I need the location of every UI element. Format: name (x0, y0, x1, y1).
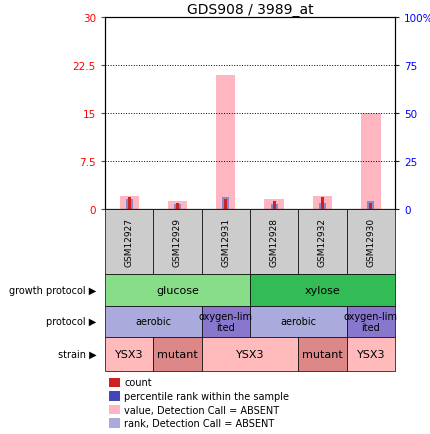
Text: aerobic: aerobic (135, 317, 171, 327)
Bar (272, 202, 275, 210)
Text: strain ▶: strain ▶ (58, 349, 96, 359)
Bar (298, 337, 346, 371)
Title: GDS908 / 3989_at: GDS908 / 3989_at (186, 3, 313, 17)
Bar (153, 210, 201, 274)
Text: GSM12929: GSM12929 (172, 217, 181, 266)
Bar (249, 210, 298, 274)
Text: YSX3: YSX3 (356, 349, 384, 359)
Bar (222, 198, 229, 210)
Bar (270, 204, 277, 210)
Bar (367, 202, 373, 210)
Bar (174, 204, 181, 210)
Bar (153, 337, 201, 371)
Text: GSM12930: GSM12930 (366, 217, 375, 266)
Bar (249, 274, 394, 306)
Bar (105, 274, 249, 306)
Text: GSM12931: GSM12931 (221, 217, 230, 266)
Bar (224, 200, 227, 210)
Text: GSM12928: GSM12928 (269, 217, 278, 266)
Text: glucose: glucose (156, 285, 199, 295)
Bar (264, 200, 283, 210)
Bar (318, 203, 325, 210)
Bar (105, 210, 153, 274)
Text: protocol ▶: protocol ▶ (46, 317, 96, 327)
Bar (312, 197, 332, 210)
Bar (167, 202, 187, 210)
Text: value, Detection Call = ABSENT: value, Detection Call = ABSENT (124, 404, 279, 414)
Text: GSM12927: GSM12927 (124, 217, 133, 266)
Text: YSX3: YSX3 (115, 349, 143, 359)
Bar (346, 306, 394, 337)
Text: growth protocol ▶: growth protocol ▶ (9, 285, 96, 295)
Bar (105, 306, 201, 337)
Text: count: count (124, 378, 152, 388)
Bar (175, 203, 178, 210)
Bar (346, 210, 394, 274)
Bar (201, 210, 249, 274)
Text: YSX3: YSX3 (235, 349, 264, 359)
Text: percentile rank within the sample: percentile rank within the sample (124, 391, 289, 401)
Bar (126, 200, 132, 210)
Text: mutant: mutant (157, 349, 197, 359)
Text: mutant: mutant (301, 349, 342, 359)
Text: rank, Detection Call = ABSENT: rank, Detection Call = ABSENT (124, 418, 274, 428)
Bar (360, 114, 380, 210)
Bar (346, 337, 394, 371)
Bar (201, 337, 298, 371)
Bar (320, 198, 323, 210)
Bar (105, 337, 153, 371)
Text: aerobic: aerobic (280, 317, 316, 327)
Bar (201, 306, 249, 337)
Bar (249, 306, 346, 337)
Bar (119, 197, 138, 210)
Bar (216, 76, 235, 210)
Text: oxygen-lim
ited: oxygen-lim ited (198, 311, 252, 332)
Bar (298, 210, 346, 274)
Text: xylose: xylose (304, 285, 340, 295)
Bar (127, 198, 130, 210)
Text: GSM12932: GSM12932 (317, 217, 326, 266)
Bar (369, 204, 372, 210)
Text: oxygen-lim
ited: oxygen-lim ited (343, 311, 397, 332)
